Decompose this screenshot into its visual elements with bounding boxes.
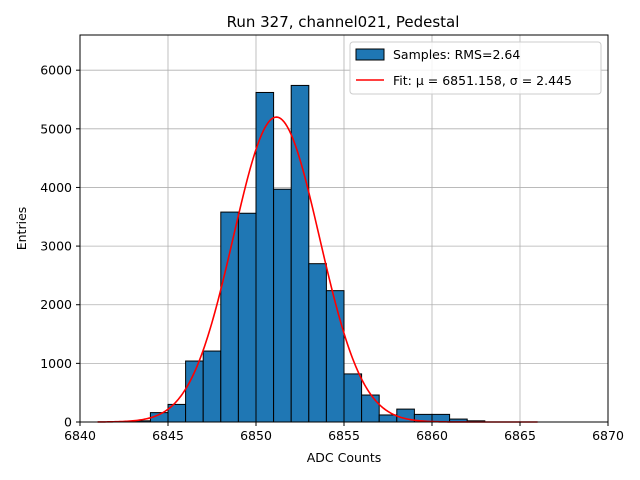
x-axis-label: ADC Counts [307,450,382,465]
y-tick-label: 2000 [40,297,72,312]
y-tick-label: 0 [64,415,72,430]
x-tick-label: 6850 [240,428,272,443]
x-tick-label: 6870 [592,428,624,443]
legend-label-fit: Fit: μ = 6851.158, σ = 2.445 [393,73,572,88]
histogram-bar [220,211,239,423]
x-tick-label: 6860 [416,428,448,443]
x-tick-label: 6840 [64,428,96,443]
histogram-bar [308,263,327,423]
histogram-bar [237,212,257,423]
histogram-bar [185,360,204,423]
x-tick-label: 6855 [328,428,360,443]
histogram-bar [361,394,380,423]
histogram-bar [290,84,310,423]
y-tick-label: 6000 [40,63,72,78]
legend-label-samples: Samples: RMS=2.64 [393,47,520,62]
y-tick-label: 5000 [40,121,72,136]
histogram-bar [378,414,398,423]
x-tick-label: 6865 [504,428,536,443]
histogram-bar [325,290,345,423]
legend: Samples: RMS=2.64 Fit: μ = 6851.158, σ =… [349,41,602,95]
histogram-bar [273,188,292,423]
x-axis: 6840 6845 6850 6855 6860 6865 6870 [64,422,624,443]
chart-title: Run 327, channel021, Pedestal [227,13,460,31]
histogram-bar [202,350,222,423]
y-axis-label: Entries [14,207,29,251]
y-tick-label: 4000 [40,180,72,195]
x-tick-label: 6845 [152,428,184,443]
legend-box [349,41,602,95]
y-tick-label: 3000 [40,239,72,254]
legend-swatch-samples [355,48,385,61]
histogram-bars [132,84,486,423]
histogram-bar [343,373,363,423]
y-axis: 0 1000 2000 3000 4000 5000 6000 [40,63,80,430]
y-tick-label: 1000 [40,356,72,371]
